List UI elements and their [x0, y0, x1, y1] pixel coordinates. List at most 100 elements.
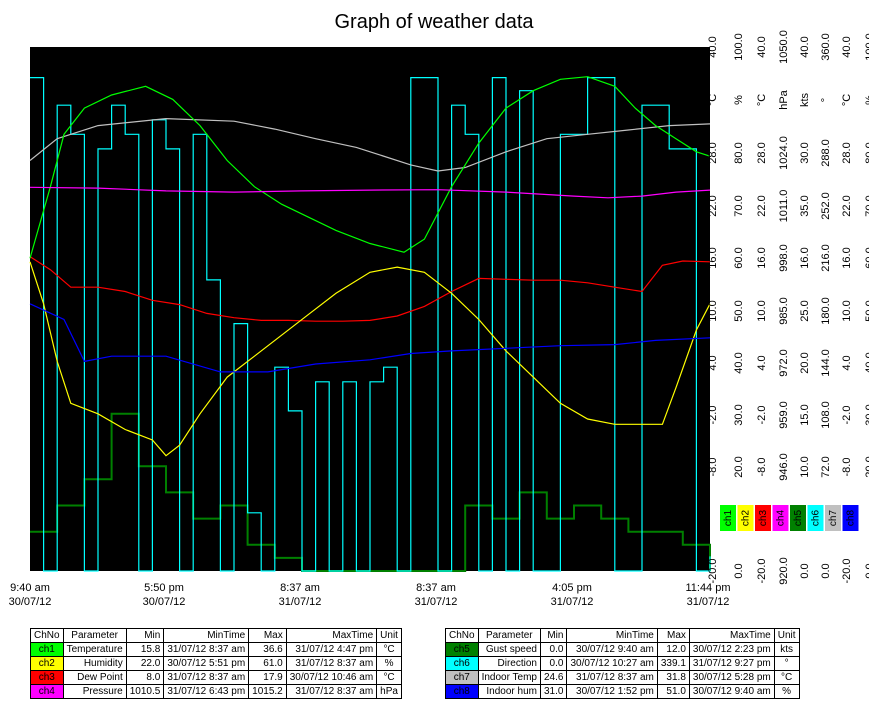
- y-tick-label: 959.0: [778, 401, 790, 429]
- y-tick-label: 10.0: [841, 300, 853, 321]
- y-tick-label: 10.0: [799, 456, 811, 477]
- y-tick-label: 22.0: [841, 195, 853, 216]
- y-tick-label: -20.0: [707, 558, 719, 583]
- cell-param: Temperature: [62, 642, 127, 657]
- cell-param: Direction: [477, 656, 541, 671]
- x-tick-time: 8:37 am: [280, 582, 320, 594]
- y-tick-label: 100.0: [864, 33, 869, 61]
- cell-mintime: 30/07/12 9:40 am: [566, 642, 658, 657]
- y-axis-unit: °C: [756, 94, 768, 106]
- y-axis-unit: °C: [841, 94, 853, 106]
- cell-max: 36.6: [248, 642, 287, 657]
- y-tick-label: 40.0: [799, 36, 811, 57]
- cell-maxtime: 31/07/12 9:27 pm: [688, 656, 775, 671]
- x-tick-date: 31/07/12: [551, 596, 594, 608]
- header-unit: Unit: [376, 628, 402, 643]
- y-tick-label: 60.0: [864, 247, 869, 268]
- y-tick-label: 40.0: [841, 36, 853, 57]
- y-tick-label: 360.0: [820, 33, 832, 61]
- x-tick-time: 5:50 pm: [144, 582, 184, 594]
- cell-unit: hPa: [376, 684, 402, 699]
- y-tick-label: 16.0: [841, 247, 853, 268]
- cell-mintime: 31/07/12 6:43 pm: [163, 684, 250, 699]
- cell-mintime: 31/07/12 8:37 am: [163, 642, 250, 657]
- legend-label-ch7: ch7: [828, 510, 839, 527]
- header-max: Max: [248, 628, 287, 643]
- header-mintime: MinTime: [163, 628, 250, 643]
- y-axes: 40.0 28.0 22.0 16.0 10.0 4.0 -2.0 -8.0 -20.0 °C 10…: [707, 30, 869, 585]
- y-tick-label: 108.0: [820, 401, 832, 429]
- x-tick-time: 9:40 am: [10, 582, 50, 594]
- y-tick-label: 16.0: [707, 247, 719, 268]
- series-line-ch1: [29, 76, 711, 259]
- y-tick-label: 50.0: [733, 300, 745, 321]
- y-tick-label: 1050.0: [778, 30, 790, 64]
- cell-unit: °C: [376, 670, 402, 685]
- header-chno: ChNo: [445, 628, 479, 643]
- cell-maxtime: 30/07/12 5:28 pm: [688, 670, 775, 685]
- x-tick-time: 4:05 pm: [552, 582, 592, 594]
- y-tick-label: 180.0: [820, 297, 832, 325]
- cell-max: 51.0: [656, 684, 690, 699]
- stats-table-left: ChNo Parameter Min MinTime Max MaxTime U…: [30, 628, 402, 699]
- x-axis: 9:40 am 30/07/12 5:50 pm 30/07/12 8:37 am 31/…: [9, 582, 731, 608]
- y-tick-label: 40.0: [864, 352, 869, 373]
- cell-unit: °: [773, 656, 800, 671]
- table-row: ch6 Direction 0.0 30/07/12 10:27 am 339.1 31/…: [445, 656, 800, 671]
- y-tick-label: 30.0: [733, 404, 745, 425]
- cell-max: 31.8: [656, 670, 690, 685]
- y-tick-label: -2.0: [841, 406, 853, 425]
- series-line-ch4: [29, 186, 711, 199]
- x-tick-time: 11:44 pm: [685, 582, 730, 594]
- y-tick-label: 4.0: [707, 355, 719, 370]
- legend-box-ch6: [807, 505, 824, 531]
- cell-max: 12.0: [656, 642, 690, 657]
- chart-title: Graph of weather data: [334, 11, 534, 33]
- legend-box-ch4: [772, 505, 789, 531]
- channel-legend: ch1 ch2 ch3 ch4 ch5 ch6 ch7 ch8: [720, 505, 859, 531]
- y-tick-label: 216.0: [820, 244, 832, 272]
- cell-mintime: 31/07/12 8:37 am: [566, 670, 658, 685]
- y-tick-label: 40.0: [733, 352, 745, 373]
- y-tick-label: 972.0: [778, 349, 790, 377]
- weather-chart: Graph of weather data 9:40 am 30/07/12 5:5…: [9, 11, 869, 608]
- cell-maxtime: 30/07/12 9:40 am: [688, 684, 775, 699]
- header-parameter: Parameter: [477, 628, 541, 643]
- x-tick-date: 31/07/12: [415, 596, 458, 608]
- legend-box-ch7: [825, 505, 841, 531]
- cell-param: Pressure: [62, 684, 127, 699]
- series-line-ch6: [30, 76, 711, 572]
- y-tick-label: 25.0: [799, 300, 811, 321]
- cell-mintime: 30/07/12 10:27 am: [566, 656, 658, 671]
- header-chno: ChNo: [30, 628, 64, 643]
- y-tick-label: 35.0: [799, 195, 811, 216]
- y-tick-label: 15.0: [799, 404, 811, 425]
- cell-maxtime: 30/07/12 2:23 pm: [688, 642, 775, 657]
- table-row: ch4 Pressure 1010.5 31/07/12 6:43 pm 1015.2 3…: [30, 684, 402, 699]
- y-tick-label: 252.0: [820, 192, 832, 220]
- header-maxtime: MaxTime: [688, 628, 775, 643]
- cell-maxtime: 31/07/12 8:37 am: [285, 656, 378, 671]
- y-axis-unit: °C: [707, 94, 719, 106]
- y-tick-label: 30.0: [864, 404, 869, 425]
- legend-label-ch8: ch8: [846, 510, 857, 527]
- cell-min: 0.0: [539, 642, 568, 657]
- cell-max: 61.0: [248, 656, 287, 671]
- header-max: Max: [656, 628, 690, 643]
- y-tick-label: 28.0: [841, 142, 853, 163]
- cell-min: 8.0: [125, 670, 165, 685]
- y-tick-label: 50.0: [864, 300, 869, 321]
- legend-label-ch6: ch6: [811, 510, 822, 527]
- cell-max: 17.9: [248, 670, 287, 685]
- cell-min: 0.0: [539, 656, 568, 671]
- header-parameter: Parameter: [62, 628, 127, 643]
- y-tick-label: 0.0: [820, 563, 832, 578]
- y-tick-label: 10.0: [756, 300, 768, 321]
- cell-param: Gust speed: [477, 642, 541, 657]
- y-tick-label: 72.0: [820, 456, 832, 477]
- cell-unit: °C: [376, 642, 402, 657]
- cell-min: 22.0: [125, 656, 165, 671]
- legend-box-ch8: [842, 505, 859, 531]
- header-min: Min: [125, 628, 165, 643]
- y-tick-label: 288.0: [820, 139, 832, 167]
